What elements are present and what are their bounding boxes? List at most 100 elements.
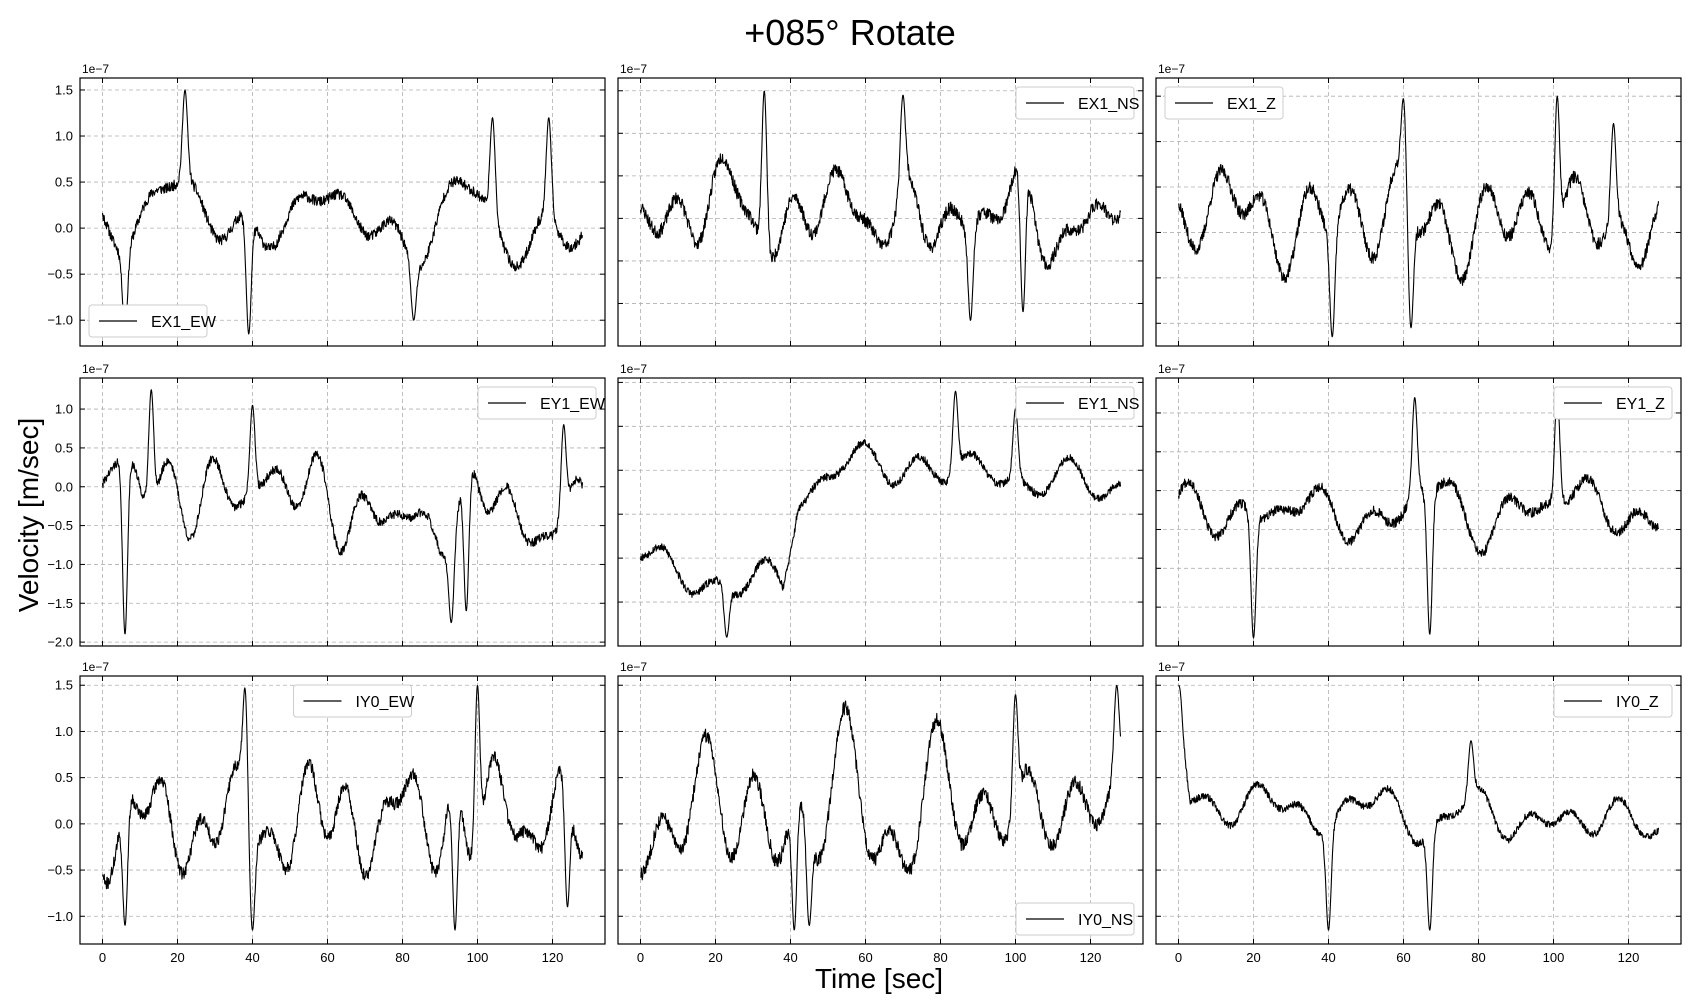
- y-offset-exponent: 1e−7: [620, 62, 647, 76]
- y-tick-label: 1.0: [55, 402, 73, 417]
- y-tick-label: −0.5: [47, 863, 73, 878]
- x-tick-label: 20: [170, 950, 184, 965]
- y-tick-label: 1.5: [55, 82, 73, 97]
- y-tick-label: −1.0: [47, 557, 73, 572]
- legend-label: EY1_EW: [540, 396, 606, 413]
- plot-frame: [617, 377, 1144, 647]
- legend-frame: [293, 684, 412, 718]
- x-tick-label: 80: [395, 950, 409, 965]
- x-tick-label: 80: [1471, 950, 1485, 965]
- subplot-iy0-ns: 0 20 40 60 80 100 120 1e−7 IY0_NS: [617, 660, 1144, 965]
- y-offset-exponent: 1e−7: [82, 362, 109, 376]
- y-tick-label: −0.5: [47, 518, 73, 533]
- y-tick-label: 1.0: [55, 724, 73, 739]
- legend-label: EX1_EW: [151, 314, 217, 331]
- subplot-grid: −1.0 −0.5 0.0 0.5 1.0 1.5 1e−7 EX1_EW 1e−7 EX1_NS…: [47, 62, 1682, 965]
- x-tick-label: 100: [1005, 950, 1027, 965]
- legend-iy0-ns: IY0_NS: [1015, 902, 1135, 936]
- legend-label: EY1_Z: [1616, 396, 1665, 413]
- y-tick-label: −1.5: [47, 596, 73, 611]
- series-line-ey1-ew: [101, 389, 584, 635]
- x-tick-label: 60: [858, 950, 872, 965]
- y-offset-exponent: 1e−7: [620, 660, 647, 674]
- plot-frame: [79, 675, 606, 945]
- x-tick-label: 80: [933, 950, 947, 965]
- y-offset-exponent: 1e−7: [1158, 62, 1185, 76]
- series-line-iy0-ew: [101, 685, 584, 931]
- y-tick-label: 0.5: [55, 440, 73, 455]
- plot-frame: [617, 77, 1144, 347]
- series-line-iy0-ns: [640, 684, 1122, 931]
- legend-ex1-z: EX1_Z: [1164, 86, 1284, 120]
- x-axis-label: Time [sec]: [815, 963, 943, 994]
- y-offset-exponent: 1e−7: [620, 362, 647, 376]
- legend-ey1-ns: EY1_NS: [1015, 386, 1139, 420]
- plot-frame: [79, 77, 606, 347]
- plot-frame: [79, 377, 606, 647]
- subplot-ey1-ns: 1e−7 EY1_NS: [617, 362, 1144, 647]
- legend-label: IY0_NS: [1078, 912, 1133, 929]
- subplot-iy0-z: 0 20 40 60 80 100 120 1e−7 IY0_Z: [1155, 660, 1682, 965]
- subplot-ex1-z: 1e−7 EX1_Z: [1155, 62, 1682, 347]
- plot-frame: [617, 675, 1144, 945]
- x-tick-label: 40: [245, 950, 259, 965]
- x-tick-label: 0: [99, 950, 106, 965]
- y-tick-label: −1.0: [47, 909, 73, 924]
- series-line-ex1-ew: [101, 89, 584, 335]
- y-axis-label: Velocity [m/sec]: [13, 418, 44, 613]
- legend-label: EX1_NS: [1078, 96, 1139, 113]
- y-offset-exponent: 1e−7: [82, 660, 109, 674]
- legend-ey1-z: EY1_Z: [1553, 386, 1673, 420]
- legend-label: EX1_Z: [1227, 96, 1276, 113]
- y-offset-exponent: 1e−7: [82, 62, 109, 76]
- legend-frame: [477, 386, 597, 420]
- plot-frame: [1155, 377, 1682, 647]
- legend-ex1-ew: EX1_EW: [88, 304, 217, 338]
- subplot-ey1-ew: −2.0 −1.5 −1.0 −0.5 0.0 0.5 1.0 1e−7 EY1_EW: [47, 362, 605, 650]
- legend-frame: [1015, 902, 1135, 936]
- subplot-ex1-ew: −1.0 −0.5 0.0 0.5 1.0 1.5 1e−7 EX1_EW: [47, 62, 606, 347]
- y-tick-label: −1.0: [47, 313, 73, 328]
- x-tick-label: 60: [1396, 950, 1410, 965]
- y-tick-label: −0.5: [47, 267, 73, 282]
- legend-frame: [1015, 86, 1135, 120]
- legend-frame: [1553, 684, 1673, 718]
- y-tick-label: −2.0: [47, 635, 73, 650]
- y-tick-label: 0.0: [55, 221, 73, 236]
- y-tick-label: 0.0: [55, 479, 73, 494]
- legend-ey1-ew: EY1_EW: [477, 386, 606, 420]
- legend-label: IY0_Z: [1616, 694, 1659, 711]
- figure-title: +085° Rotate: [744, 12, 956, 53]
- x-tick-label: 40: [783, 950, 797, 965]
- legend-ex1-ns: EX1_NS: [1015, 86, 1139, 120]
- series-line-ey1-ns: [639, 390, 1122, 638]
- subplot-ey1-z: 1e−7 EY1_Z: [1155, 362, 1682, 647]
- x-tick-label: 120: [542, 950, 564, 965]
- legend-iy0-ew: IY0_EW: [293, 684, 416, 718]
- subplot-ex1-ns: 1e−7 EX1_NS: [617, 62, 1144, 347]
- x-tick-label: 0: [637, 950, 644, 965]
- y-tick-label: 0.5: [55, 175, 73, 190]
- y-tick-label: 0.0: [55, 816, 73, 831]
- x-tick-label: 40: [1321, 950, 1335, 965]
- legend-label: EY1_NS: [1078, 396, 1139, 413]
- x-tick-label: 20: [1246, 950, 1260, 965]
- legend-frame: [1553, 386, 1673, 420]
- y-tick-label: 1.0: [55, 129, 73, 144]
- plot-frame: [1155, 77, 1682, 347]
- y-tick-label: 0.5: [55, 770, 73, 785]
- series-line-iy0-z: [1178, 684, 1660, 931]
- legend-label: IY0_EW: [356, 694, 416, 711]
- x-tick-label: 120: [1618, 950, 1640, 965]
- y-offset-exponent: 1e−7: [1158, 660, 1185, 674]
- x-tick-label: 20: [708, 950, 722, 965]
- legend-frame: [88, 304, 208, 338]
- x-tick-label: 120: [1080, 950, 1102, 965]
- legend-frame: [1164, 86, 1284, 120]
- legend-iy0-z: IY0_Z: [1553, 684, 1673, 718]
- plot-frame: [1155, 675, 1682, 945]
- x-tick-label: 0: [1175, 950, 1182, 965]
- series-line-ex1-ns: [639, 90, 1122, 321]
- series-line-ex1-z: [1178, 95, 1660, 338]
